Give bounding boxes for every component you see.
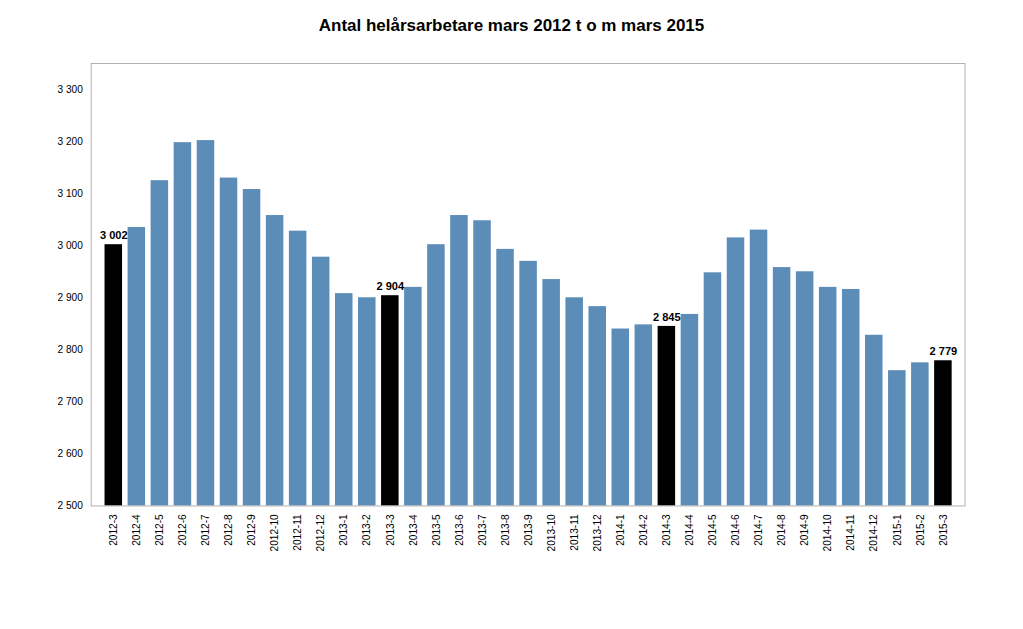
svg-text:2014-4: 2014-4 [684,514,695,546]
svg-text:2 845: 2 845 [653,311,681,323]
svg-text:2 904: 2 904 [376,280,405,292]
svg-text:2 700: 2 700 [58,396,84,407]
svg-text:2014-5: 2014-5 [707,514,718,546]
svg-text:2014-12: 2014-12 [868,514,879,552]
svg-text:3 300: 3 300 [58,84,84,95]
svg-text:2013-3: 2013-3 [385,514,396,546]
svg-text:2 600: 2 600 [58,448,84,459]
svg-text:2 800: 2 800 [58,344,84,355]
svg-text:2014-2: 2014-2 [638,514,649,546]
svg-text:2013-5: 2013-5 [431,514,442,546]
svg-text:2014-11: 2014-11 [845,514,856,551]
svg-text:2014-3: 2014-3 [661,514,672,546]
svg-text:3 000: 3 000 [58,240,84,251]
svg-text:2 500: 2 500 [58,500,84,511]
svg-text:3 200: 3 200 [58,136,84,147]
svg-text:2014-10: 2014-10 [822,514,833,552]
svg-text:2013-11: 2013-11 [569,514,580,551]
svg-text:2012-8: 2012-8 [223,514,234,546]
svg-text:2015-2: 2015-2 [915,514,926,546]
svg-text:2012-7: 2012-7 [200,514,211,546]
svg-text:2012-12: 2012-12 [315,514,326,552]
html-text:Antal helårsarbetare mars 2012: Antal helårsarbetare mars 2012 t o m mar… [318,16,705,35]
svg-text:2013-7: 2013-7 [477,514,488,546]
svg-text:2013-10: 2013-10 [546,514,557,552]
svg-text:2013-2: 2013-2 [361,514,372,546]
svg-text:2014-1: 2014-1 [615,514,626,546]
svg-text:2013-4: 2013-4 [408,514,419,546]
svg-text:2013-6: 2013-6 [454,514,465,546]
svg-text:2012-4: 2012-4 [131,514,142,546]
svg-text:2014-7: 2014-7 [753,514,764,546]
svg-text:3 002: 3 002 [100,229,128,241]
svg-text:2012-5: 2012-5 [154,514,165,546]
svg-text:2014-6: 2014-6 [730,514,741,546]
svg-text:2 779: 2 779 [930,345,958,357]
svg-text:2012-10: 2012-10 [269,514,280,552]
svg-text:3 100: 3 100 [58,188,84,199]
svg-text:2014-8: 2014-8 [776,514,787,546]
svg-text:2013-8: 2013-8 [500,514,511,546]
svg-text:2 900: 2 900 [58,292,84,303]
svg-text:2013-1: 2013-1 [338,514,349,546]
svg-text:2013-9: 2013-9 [523,514,534,546]
svg-text:2012-6: 2012-6 [177,514,188,546]
svg-text:2013-12: 2013-12 [592,514,603,552]
svg-text:2015-3: 2015-3 [938,514,949,546]
svg-text:2015-1: 2015-1 [892,514,903,546]
svg-text:2012-11: 2012-11 [292,514,303,551]
svg-text:2014-9: 2014-9 [799,514,810,546]
svg-text:2012-9: 2012-9 [246,514,257,546]
svg-text:2012-3: 2012-3 [108,514,119,546]
